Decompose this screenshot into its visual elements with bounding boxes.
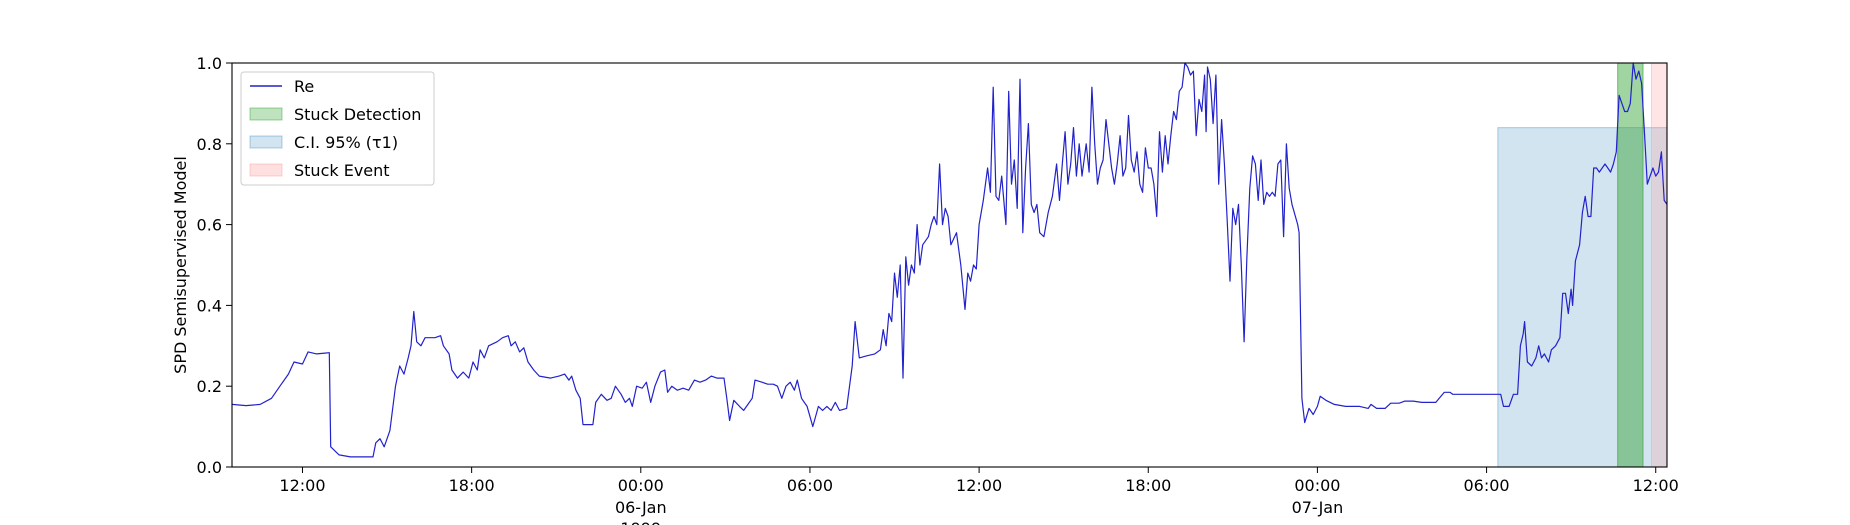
- y-tick-label: 0.2: [197, 377, 222, 396]
- region-stuck-event: [1650, 62, 1668, 468]
- region-c-i-95-1: [1497, 127, 1668, 468]
- legend-swatch-patch: [249, 163, 283, 177]
- legend-label: C.I. 95% (τ1): [294, 133, 398, 152]
- legend: Re Stuck Detection C.I. 95% (τ1) Stuck Even…: [240, 71, 435, 186]
- legend-box: [240, 71, 435, 186]
- x-tick-label: 00:00: [618, 476, 664, 495]
- x-tick-label: 00:00: [1294, 476, 1340, 495]
- y-axis-label: SPD Semisupervised Model: [171, 156, 190, 374]
- legend-label: Re: [294, 77, 314, 96]
- x-tick-label: 12:00: [956, 476, 1002, 495]
- x-tick-label: 18:00: [449, 476, 495, 495]
- x-tick-label: 06:00: [787, 476, 833, 495]
- x-tick-sublabel: 1999: [620, 519, 661, 525]
- region-stuck-detection: [1617, 62, 1644, 468]
- x-tick-label: 12:00: [279, 476, 325, 495]
- series-line-re: [231, 62, 1668, 458]
- legend-swatch-patch: [249, 135, 283, 149]
- y-tick-label: 0.8: [197, 135, 222, 154]
- legend-swatch-patch: [249, 107, 283, 121]
- legend-label: Stuck Event: [294, 161, 390, 180]
- axes: 0.0 0.2 0.4 0.6 0.8 1.0 12:00 18:00 00:00 06-Jan 1…: [197, 54, 1679, 525]
- x-tick-label: 12:00: [1633, 476, 1679, 495]
- x-tick-label: 06:00: [1464, 476, 1510, 495]
- series-layer: [231, 62, 1668, 458]
- y-tick-label: 0.6: [197, 216, 222, 235]
- x-tick-sublabel: 06-Jan: [615, 498, 667, 517]
- x-tick-label: 18:00: [1125, 476, 1171, 495]
- y-tick-label: 0.4: [197, 296, 222, 315]
- plot-frame: [231, 62, 1668, 468]
- highlight-regions: [1497, 62, 1668, 468]
- y-tick-label: 1.0: [197, 54, 222, 73]
- y-tick-label: 0.0: [197, 458, 222, 477]
- legend-label: Stuck Detection: [294, 105, 421, 124]
- x-tick-sublabel: 07-Jan: [1292, 498, 1344, 517]
